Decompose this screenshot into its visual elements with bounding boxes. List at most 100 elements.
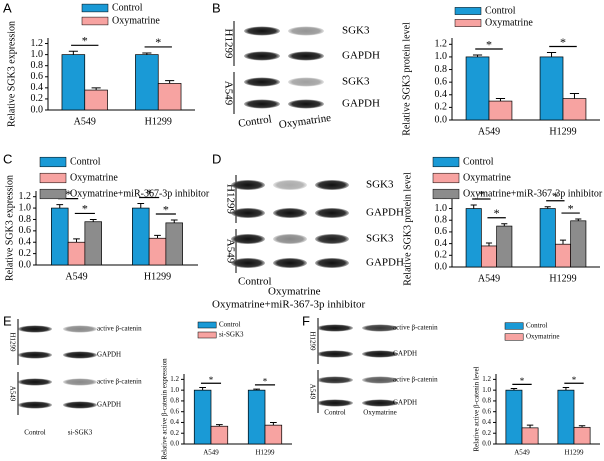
cell-line-label: H1299: [222, 29, 234, 59]
bar: [555, 243, 571, 268]
y-axis-label: Relative active β-catenin expression: [161, 358, 169, 460]
y-tick-label: 0.8: [435, 64, 448, 75]
band-label: GAPDH: [366, 207, 404, 219]
cell-line-label: H1299: [8, 332, 16, 352]
blot-band: [315, 180, 349, 190]
legend-label: Control: [70, 156, 101, 167]
blot-band: [315, 234, 349, 244]
y-tick-label: 0.8: [19, 214, 32, 225]
y-axis-label: Relative SGK3 protein level: [402, 172, 413, 286]
bar: [247, 389, 266, 445]
y-axis-label: Relative SGK3 expression: [6, 21, 17, 127]
significance-star: *: [552, 189, 558, 203]
y-tick-label: 0.0: [170, 440, 179, 448]
legend-swatch: [432, 172, 460, 184]
blot-band: [63, 325, 97, 333]
blot-band: [288, 99, 324, 109]
significance-star: *: [82, 34, 88, 48]
blot-band: [18, 325, 52, 333]
error-bar: [73, 238, 80, 243]
cell-line-label: A549: [8, 386, 16, 402]
y-tick-label: 0.0: [435, 261, 448, 272]
blot-band: [18, 401, 52, 409]
bar: [557, 389, 575, 445]
bar: [562, 98, 587, 121]
y-tick-label: 1.0: [170, 386, 179, 394]
band-label: SGK3: [342, 76, 370, 88]
error-bar: [578, 425, 586, 428]
y-tick-label: 0.4: [19, 237, 32, 248]
lane-label: Control: [238, 276, 272, 288]
legend-label: si-SGK3: [219, 331, 244, 339]
panel-letter: C: [3, 151, 12, 166]
error-bar: [559, 239, 567, 245]
bar: [165, 222, 183, 266]
y-tick-label: 1.0: [435, 203, 448, 214]
band-label: GAPDH: [97, 401, 121, 409]
cell-line-label: A549: [308, 384, 316, 400]
bar: [84, 221, 102, 266]
band-label: GAPDH: [97, 351, 121, 359]
blot-band: [231, 180, 265, 190]
bar: [84, 89, 108, 111]
error-bar: [91, 87, 101, 91]
error-bar: [526, 424, 534, 428]
y-tick-label: 0.2: [170, 429, 179, 437]
significance-star: *: [146, 186, 152, 200]
band-label: active β-catenin: [97, 378, 142, 386]
band-label: GAPDH: [342, 50, 380, 62]
legend-label: Oxymatrine: [112, 15, 160, 26]
blot-band: [18, 378, 52, 386]
y-tick-label: 0.6: [435, 226, 448, 237]
y-tick-label: 0.2: [482, 429, 491, 437]
band-label: active β-catenin: [97, 325, 142, 333]
error-bar: [569, 93, 580, 99]
blot-band: [288, 51, 324, 61]
error-bar: [165, 80, 175, 84]
legend-swatch: [39, 172, 67, 184]
bar: [51, 207, 69, 266]
band-label: GAPDH: [342, 98, 380, 110]
bar: [573, 426, 591, 445]
legend-swatch: [454, 19, 482, 27]
y-tick-label: 1.0: [19, 202, 32, 213]
x-tick-label: H1299: [549, 273, 576, 284]
band-label: active β-catenin: [393, 324, 438, 332]
blot-band: [315, 258, 349, 268]
band-label: SGK3: [366, 179, 394, 191]
band-label: SGK3: [366, 233, 394, 245]
error-bar: [89, 218, 97, 222]
x-tick-label: A549: [478, 126, 500, 137]
error-bar: [216, 424, 223, 427]
legend-label: Oxymatrine: [485, 17, 533, 28]
panel-letter: D: [212, 151, 221, 166]
significance-star: *: [494, 206, 500, 220]
significance-star: *: [209, 375, 214, 385]
error-bar: [68, 50, 78, 55]
error-bar: [575, 218, 582, 221]
error-bar: [472, 54, 483, 57]
bar: [465, 56, 490, 121]
panel-letter: E: [3, 313, 12, 328]
band-label: GAPDH: [393, 399, 417, 407]
error-bar: [270, 421, 277, 426]
bar: [193, 389, 212, 445]
blot-band: [362, 324, 398, 332]
panel-letter: A: [3, 0, 12, 15]
bar: [67, 241, 86, 266]
blot-band: [231, 208, 265, 218]
error-bar: [142, 52, 152, 55]
legend-label: Oxymatrine: [526, 333, 559, 341]
x-tick-label: A549: [203, 449, 219, 457]
legend-swatch: [81, 16, 109, 26]
error-bar: [485, 242, 493, 246]
error-bar: [544, 206, 551, 209]
legend-label: Control: [463, 156, 494, 167]
y-tick-label: 1.2: [19, 191, 32, 202]
y-tick-label: 0.6: [31, 71, 44, 82]
legend-swatch: [81, 3, 109, 13]
blot-band: [288, 77, 324, 87]
y-tick-label: 0.4: [435, 238, 448, 249]
panel-letter: F: [302, 313, 310, 328]
y-tick-label: 0.4: [435, 89, 448, 100]
